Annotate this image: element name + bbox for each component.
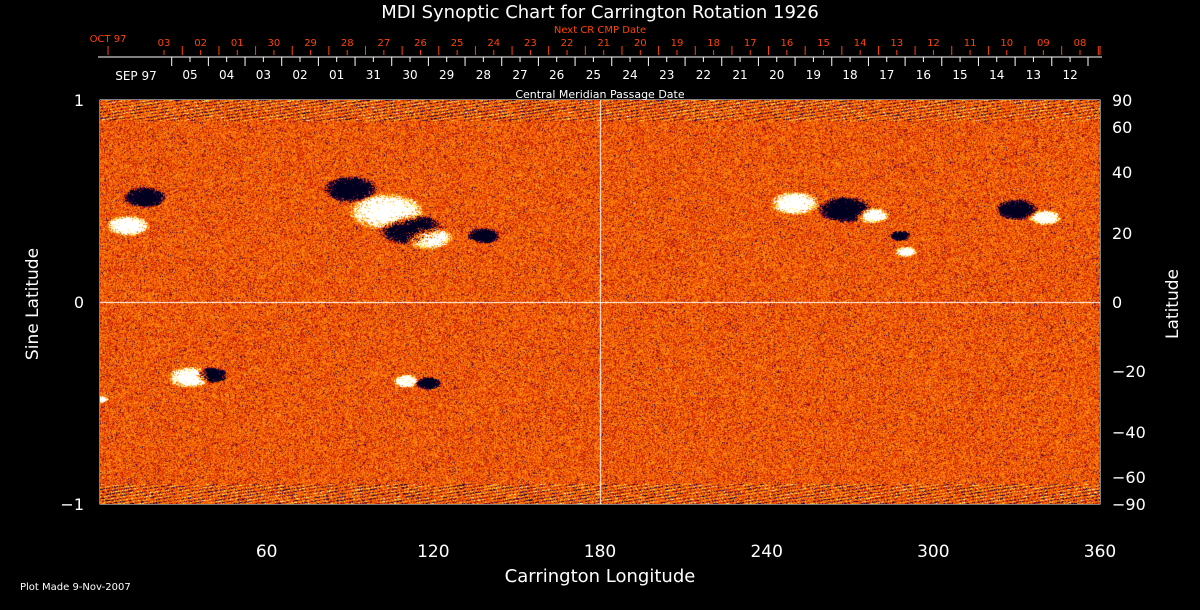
cmp-date-label: 04 bbox=[219, 68, 234, 82]
cmp-date-label: 29 bbox=[439, 68, 454, 82]
cmp-date-label: 31 bbox=[366, 68, 381, 82]
next-cr-date-label: 15 bbox=[817, 38, 830, 49]
y-tick-label: 1 bbox=[74, 91, 84, 110]
y-tick-label: −1 bbox=[60, 495, 84, 514]
cmp-date-label: 22 bbox=[696, 68, 711, 82]
cmp-date-label: 01 bbox=[329, 68, 344, 82]
cmp-date-label: 23 bbox=[659, 68, 674, 82]
cmp-date-label: 12 bbox=[1062, 68, 1077, 82]
y2-tick-label: −40 bbox=[1112, 423, 1146, 442]
cmp-date-label: 19 bbox=[806, 68, 821, 82]
cmp-date-label: 21 bbox=[732, 68, 747, 82]
next-cr-date-label: 02 bbox=[194, 38, 207, 49]
cmp-date-label: 30 bbox=[402, 68, 417, 82]
next-cr-date-label: 08 bbox=[1074, 38, 1087, 49]
y2-tick-label: −60 bbox=[1112, 468, 1146, 487]
x-tick-label: 360 bbox=[1084, 542, 1116, 562]
next-cr-date-label: 29 bbox=[304, 38, 317, 49]
next-cr-date-label: 26 bbox=[414, 38, 427, 49]
x-axis-label: Carrington Longitude bbox=[505, 566, 696, 587]
magnetogram-map bbox=[100, 100, 1100, 504]
next-cr-date-label: 23 bbox=[524, 38, 537, 49]
cmp-date-label: 14 bbox=[989, 68, 1004, 82]
next-cr-date-label: 22 bbox=[561, 38, 574, 49]
y-axis-label: Sine Latitude bbox=[23, 248, 43, 360]
cmp-date-label: 20 bbox=[769, 68, 784, 82]
next-cr-date-label: 10 bbox=[1000, 38, 1013, 49]
y2-tick-label: 60 bbox=[1112, 118, 1132, 137]
next-cr-date-label: 28 bbox=[341, 38, 354, 49]
y2-axis-label: Latitude bbox=[1163, 269, 1183, 339]
cmp-date-label: 27 bbox=[512, 68, 527, 82]
cmp-date-label: 17 bbox=[879, 68, 894, 82]
y2-tick-label: 0 bbox=[1112, 293, 1122, 312]
next-cr-date-label: 21 bbox=[597, 38, 610, 49]
next-cr-date-label: 11 bbox=[964, 38, 977, 49]
next-cr-axis-label: Next CR CMP Date bbox=[554, 25, 646, 36]
x-tick-label: 180 bbox=[584, 542, 616, 562]
x-tick-label: 240 bbox=[750, 542, 782, 562]
next-cr-date-label: 19 bbox=[671, 38, 684, 49]
x-tick-label: 120 bbox=[417, 542, 449, 562]
next-cr-date-label: 30 bbox=[268, 38, 281, 49]
next-cr-date-label: 09 bbox=[1037, 38, 1050, 49]
cmp-date-label: 13 bbox=[1026, 68, 1041, 82]
next-cr-date-label: 13 bbox=[890, 38, 903, 49]
cmp-date-label: 05 bbox=[182, 68, 197, 82]
cmp-date-label: 15 bbox=[952, 68, 967, 82]
next-cr-date-label: 24 bbox=[487, 38, 500, 49]
next-cr-date-label: 12 bbox=[927, 38, 940, 49]
y2-tick-label: −90 bbox=[1112, 495, 1146, 514]
x-tick-label: 300 bbox=[917, 542, 949, 562]
y2-tick-label: 90 bbox=[1112, 91, 1132, 110]
cmp-month-label: SEP 97 bbox=[115, 69, 157, 83]
y-tick-label: 0 bbox=[74, 293, 84, 312]
cmp-date-label: 18 bbox=[842, 68, 857, 82]
next-cr-date-label: 14 bbox=[854, 38, 867, 49]
y2-tick-label: −20 bbox=[1112, 362, 1146, 381]
cmp-date-label: 03 bbox=[256, 68, 271, 82]
plot-made-label: Plot Made 9-Nov-2007 bbox=[20, 582, 131, 593]
cmp-date-label: 24 bbox=[622, 68, 637, 82]
cmp-date-label: 02 bbox=[292, 68, 307, 82]
cmp-axis-label: Central Meridian Passage Date bbox=[515, 88, 684, 101]
next-cr-date-label: 18 bbox=[707, 38, 720, 49]
next-cr-date-label: 17 bbox=[744, 38, 757, 49]
cmp-date-label: 25 bbox=[586, 68, 601, 82]
y2-tick-label: 40 bbox=[1112, 163, 1132, 182]
cmp-date-label: 16 bbox=[916, 68, 931, 82]
chart-title: MDI Synoptic Chart for Carrington Rotati… bbox=[381, 2, 819, 23]
x-tick-label: 60 bbox=[256, 542, 278, 562]
next-cr-date-label: 16 bbox=[781, 38, 794, 49]
y2-tick-label: 20 bbox=[1112, 224, 1132, 243]
next-cr-date-label: 27 bbox=[377, 38, 390, 49]
next-cr-date-label: 01 bbox=[231, 38, 244, 49]
cmp-date-label: 28 bbox=[476, 68, 491, 82]
next-cr-date-label: 03 bbox=[158, 38, 171, 49]
cmp-date-label: 26 bbox=[549, 68, 564, 82]
next-cr-date-label: 20 bbox=[634, 38, 647, 49]
next-cr-month-label: OCT 97 bbox=[90, 34, 127, 45]
next-cr-date-label: 25 bbox=[451, 38, 464, 49]
